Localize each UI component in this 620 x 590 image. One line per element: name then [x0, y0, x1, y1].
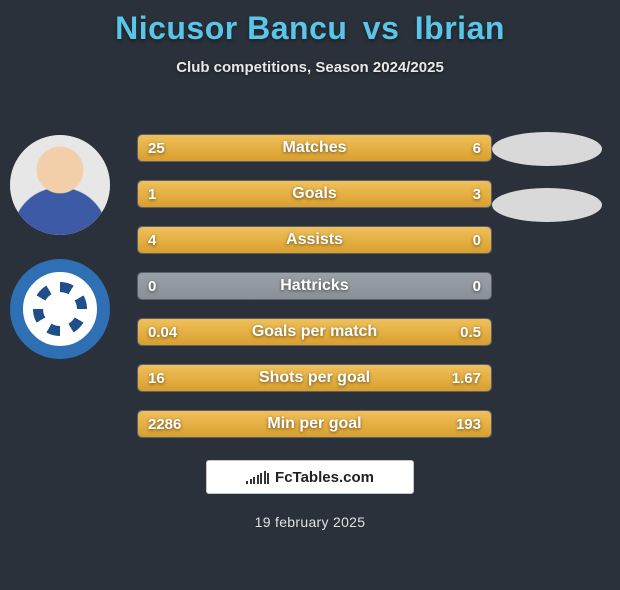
stat-row: 2286 Min per goal 193	[137, 410, 492, 438]
stat-row: 4 Assists 0	[137, 226, 492, 254]
player1-club-badge	[10, 259, 110, 359]
player1-avatar	[10, 135, 110, 235]
right-avatars	[492, 132, 602, 222]
brand-text: FcTables.com	[275, 469, 374, 486]
stat-row: 0 Hattricks 0	[137, 272, 492, 300]
player2-name: Ibrian	[415, 10, 505, 46]
stat-value-right: 3	[473, 186, 481, 203]
vs-label: vs	[363, 10, 400, 46]
player1-avatar-image	[10, 135, 110, 235]
stat-value-right: 0	[473, 232, 481, 249]
stat-value-left: 4	[148, 232, 156, 249]
stat-label: Hattricks	[280, 277, 348, 295]
club-badge-graphic	[23, 272, 97, 346]
left-avatars	[10, 135, 110, 365]
player1-name: Nicusor Bancu	[115, 10, 347, 46]
stat-row: 1 Goals 3	[137, 180, 492, 208]
stat-row: 0.04 Goals per match 0.5	[137, 318, 492, 346]
stat-value-left: 16	[148, 370, 165, 387]
stat-value-left: 0	[148, 278, 156, 295]
stat-label: Matches	[282, 139, 346, 157]
stat-label: Min per goal	[267, 415, 361, 433]
date-label: 19 february 2025	[255, 514, 366, 530]
stat-value-right: 1.67	[452, 370, 481, 387]
brand-badge[interactable]: FcTables.com	[206, 460, 414, 494]
player2-avatar-placeholder	[492, 132, 602, 166]
stat-label: Assists	[286, 231, 343, 249]
stat-value-right: 193	[456, 416, 481, 433]
stat-value-left: 25	[148, 140, 165, 157]
stat-value-right: 0.5	[460, 324, 481, 341]
brand-chart-icon	[246, 470, 269, 484]
stat-value-left: 2286	[148, 416, 181, 433]
stat-label: Goals per match	[252, 323, 377, 341]
stat-value-right: 0	[473, 278, 481, 295]
comparison-bars: 25 Matches 6 1 Goals 3 4 Assists 0 0 Hattricks 0 0.0…	[137, 134, 492, 438]
page-title: Nicusor Bancu vs Ibrian	[0, 10, 620, 47]
stat-row: 16 Shots per goal 1.67	[137, 364, 492, 392]
stat-value-left: 0.04	[148, 324, 177, 341]
stat-value-right: 6	[473, 140, 481, 157]
stat-row: 25 Matches 6	[137, 134, 492, 162]
player2-club-placeholder	[492, 188, 602, 222]
stat-value-left: 1	[148, 186, 156, 203]
stat-label: Shots per goal	[259, 369, 370, 387]
stat-label: Goals	[292, 185, 336, 203]
subtitle: Club competitions, Season 2024/2025	[0, 59, 620, 76]
